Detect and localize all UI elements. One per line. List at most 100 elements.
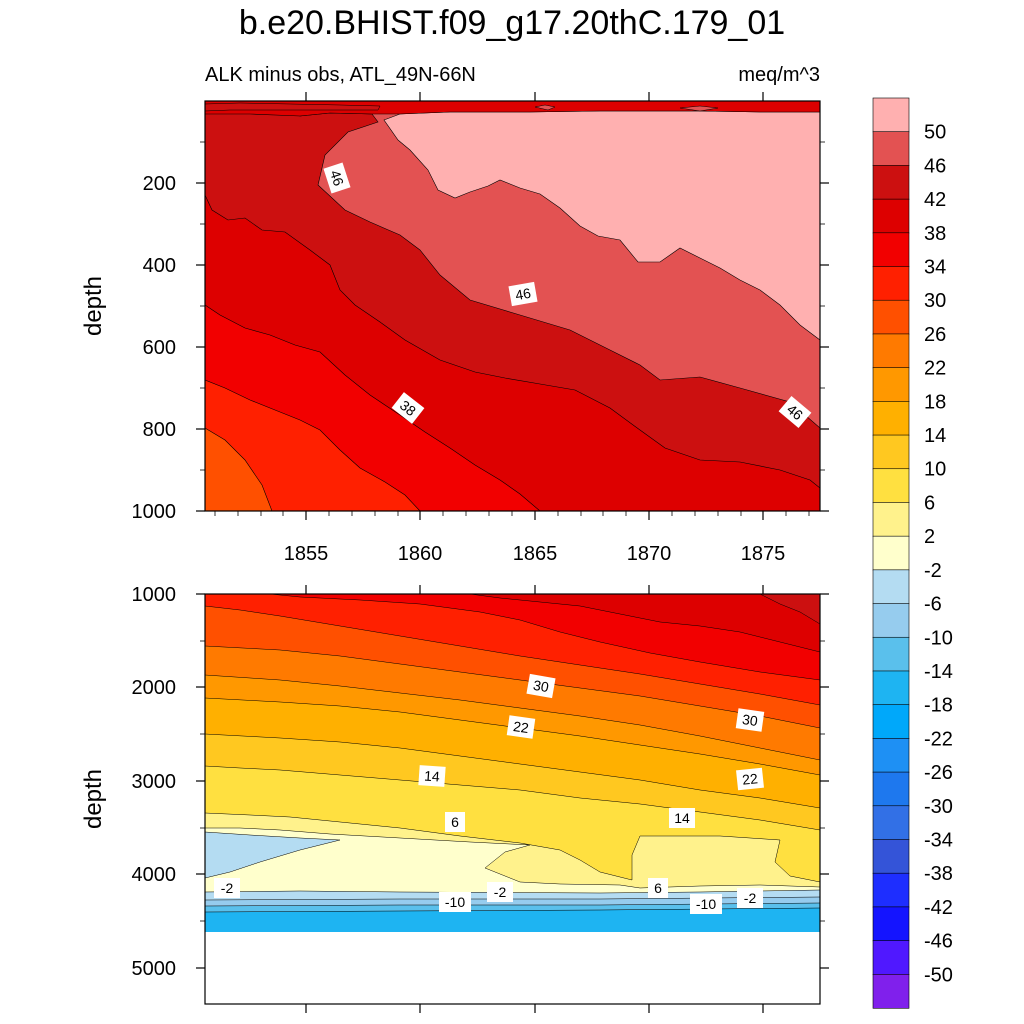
colorbar-label: 14 bbox=[924, 425, 946, 447]
colorbar-label: -38 bbox=[924, 863, 953, 885]
colorbar-swatch bbox=[872, 771, 910, 807]
contour-label-text: 14 bbox=[424, 767, 441, 784]
colorbar-swatch bbox=[872, 805, 910, 841]
colorbar-label: 26 bbox=[924, 324, 946, 346]
contour-label: 38 bbox=[391, 392, 425, 424]
colorbar-swatch bbox=[872, 569, 910, 605]
colorbar-label: -46 bbox=[924, 931, 953, 953]
contour-label: -10 bbox=[690, 894, 722, 914]
contour-fill-top-specks bbox=[534, 104, 719, 112]
colorbar-label: 30 bbox=[924, 290, 946, 312]
contour-label: -2 bbox=[737, 888, 763, 908]
contour-label-text: 46 bbox=[514, 285, 532, 303]
contour-label: 6 bbox=[445, 812, 465, 832]
colorbar-swatch bbox=[872, 131, 910, 166]
colorbar-label: -10 bbox=[924, 627, 953, 649]
contour-label-text: -2 bbox=[221, 880, 234, 896]
y-tick-label: 1000 bbox=[132, 584, 177, 606]
colorbar-swatch bbox=[872, 636, 910, 672]
contour-label: 14 bbox=[669, 808, 695, 828]
colorbar-swatch bbox=[872, 973, 910, 1009]
x-tick-label: 1870 bbox=[627, 543, 672, 565]
contour-label: 22 bbox=[506, 715, 536, 739]
x-tick-label: 1865 bbox=[513, 543, 558, 565]
units-label: meq/m^3 bbox=[738, 64, 820, 86]
contour-label-text: -2 bbox=[494, 884, 507, 900]
contour-label: 30 bbox=[526, 673, 556, 699]
colorbar-swatch bbox=[872, 165, 910, 200]
y-tick-label: 400 bbox=[143, 255, 176, 277]
y-tick-label: 200 bbox=[143, 173, 176, 195]
contour-label: 30 bbox=[735, 708, 765, 732]
colorbar-label: 22 bbox=[924, 358, 946, 380]
colorbar-label: -26 bbox=[924, 762, 953, 784]
seafloor-mask bbox=[205, 932, 820, 1004]
y-axis-label: depth bbox=[80, 276, 107, 336]
colorbar-swatch bbox=[872, 401, 910, 436]
contour-label-text: 22 bbox=[741, 770, 758, 788]
panel-subtitle: ALK minus obs, ATL_49N-66N bbox=[205, 64, 476, 86]
y-tick-label: 3000 bbox=[132, 771, 177, 793]
colorbar-label: 2 bbox=[924, 526, 935, 548]
colorbar-swatch bbox=[872, 299, 910, 335]
contour-label-text: 30 bbox=[741, 711, 759, 729]
x-tick-label: 1855 bbox=[284, 543, 329, 565]
contour-label-text: 46 bbox=[327, 168, 347, 188]
contour-label-text: -10 bbox=[445, 894, 465, 910]
y-tick-label: 5000 bbox=[132, 958, 177, 980]
contour-fill-top-band-inner bbox=[204, 102, 381, 112]
colorbar-label: -6 bbox=[924, 594, 942, 616]
contour-label-text: -10 bbox=[696, 896, 716, 912]
colorbar-label: -14 bbox=[924, 661, 953, 683]
contour-label: -2 bbox=[487, 882, 513, 902]
colorbar-swatch bbox=[872, 704, 910, 739]
colorbar-swatch bbox=[872, 906, 910, 942]
contour-label: 46 bbox=[323, 162, 351, 194]
colorbar-swatch bbox=[872, 468, 910, 504]
colorbar-swatch bbox=[872, 872, 910, 908]
upper-panel: 46 46 38 46 bbox=[80, 92, 829, 565]
colorbar-label: -18 bbox=[924, 695, 953, 717]
contour-label: -2 bbox=[214, 878, 240, 898]
contour-label: 22 bbox=[736, 767, 764, 791]
colorbar-swatch bbox=[872, 839, 910, 874]
colorbar-label: -42 bbox=[924, 897, 953, 919]
colorbar-swatch bbox=[872, 97, 910, 133]
contour-label-text: -2 bbox=[744, 890, 757, 906]
colorbar-label: -34 bbox=[924, 830, 953, 852]
colorbar-swatch bbox=[872, 434, 910, 470]
contour-label-text: 14 bbox=[674, 810, 690, 826]
contour-label: 46 bbox=[778, 395, 812, 429]
chart-title: b.e20.BHIST.f09_g17.20thC.179_01 bbox=[238, 4, 786, 42]
contour-label: 6 bbox=[648, 878, 668, 898]
colorbar-label: -30 bbox=[924, 796, 953, 818]
colorbar: 50 46 42 38 34 30 26 22 18 14 10 6 2 -2 -6 -10 -14 -18 -22… bbox=[872, 97, 953, 1009]
colorbar-swatch bbox=[872, 232, 910, 268]
colorbar-label: 50 bbox=[924, 122, 946, 144]
colorbar-swatch bbox=[872, 603, 910, 638]
lower-frame bbox=[204, 593, 821, 1005]
colorbar-swatch bbox=[872, 266, 910, 301]
colorbar-swatch bbox=[872, 535, 910, 571]
colorbar-swatch bbox=[872, 738, 910, 773]
contour-label-text: 6 bbox=[451, 814, 459, 830]
contour-label-text: 6 bbox=[654, 880, 662, 896]
y-tick-label: 1000 bbox=[132, 501, 177, 523]
x-tick-label: 1860 bbox=[398, 543, 443, 565]
colorbar-swatch bbox=[872, 198, 910, 234]
contour-label: -10 bbox=[439, 892, 471, 912]
contour-label-text: 22 bbox=[512, 718, 530, 736]
colorbar-label: 38 bbox=[924, 223, 946, 245]
colorbar-label: 34 bbox=[924, 257, 946, 279]
x-tick-label: 1875 bbox=[741, 543, 786, 565]
lower-panel: 30 30 22 22 14 14 6 6 bbox=[80, 584, 829, 1013]
colorbar-label: 6 bbox=[924, 492, 935, 514]
colorbar-swatch bbox=[872, 333, 910, 369]
y-tick-label: 600 bbox=[143, 337, 176, 359]
contour-fill-top-band bbox=[204, 100, 821, 117]
contour-label: 46 bbox=[508, 281, 538, 307]
contour-label-text: 30 bbox=[532, 677, 550, 695]
colorbar-label: -50 bbox=[924, 964, 953, 986]
colorbar-label: 18 bbox=[924, 391, 946, 413]
